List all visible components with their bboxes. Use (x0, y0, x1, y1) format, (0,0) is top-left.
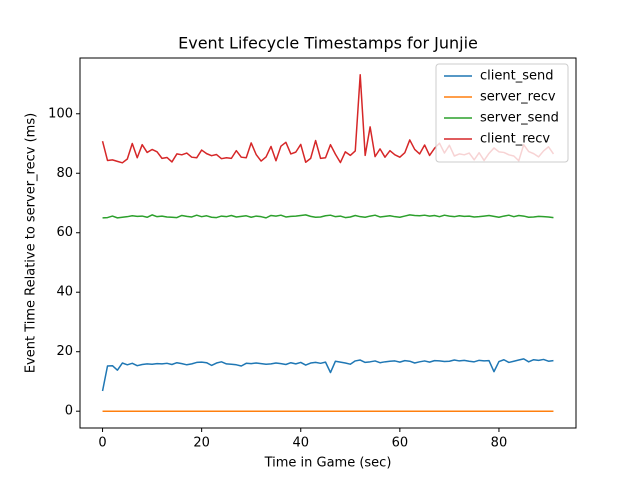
x-tick-label: 80 (491, 436, 508, 451)
legend-label: server_recv (480, 90, 556, 105)
y-tick-label: 100 (48, 106, 73, 121)
y-tick-label: 20 (56, 344, 73, 359)
x-tick-label: 0 (98, 436, 106, 451)
x-tick-label: 60 (392, 436, 409, 451)
legend-label: client_send (480, 69, 553, 84)
x-tick-label: 40 (292, 436, 309, 451)
x-axis-label: Time in Game (sec) (264, 456, 392, 471)
legend-box (435, 63, 569, 163)
y-tick-label: 60 (56, 225, 73, 240)
y-tick-label: 0 (65, 404, 73, 419)
legend-label: server_send (480, 111, 559, 126)
y-tick-label: 40 (56, 285, 73, 300)
data-line (102, 214, 554, 219)
data-line (101, 358, 554, 392)
y-tick-label: 80 (56, 166, 73, 181)
y-axis-label: Event Time Relative to server_recv (ms) (24, 113, 39, 373)
chart-title: Event Lifecycle Timestamps for Junjie (178, 34, 478, 53)
x-tick-label: 20 (193, 436, 210, 451)
legend-label: client_recv (480, 132, 550, 147)
plot-frame (79, 57, 577, 429)
